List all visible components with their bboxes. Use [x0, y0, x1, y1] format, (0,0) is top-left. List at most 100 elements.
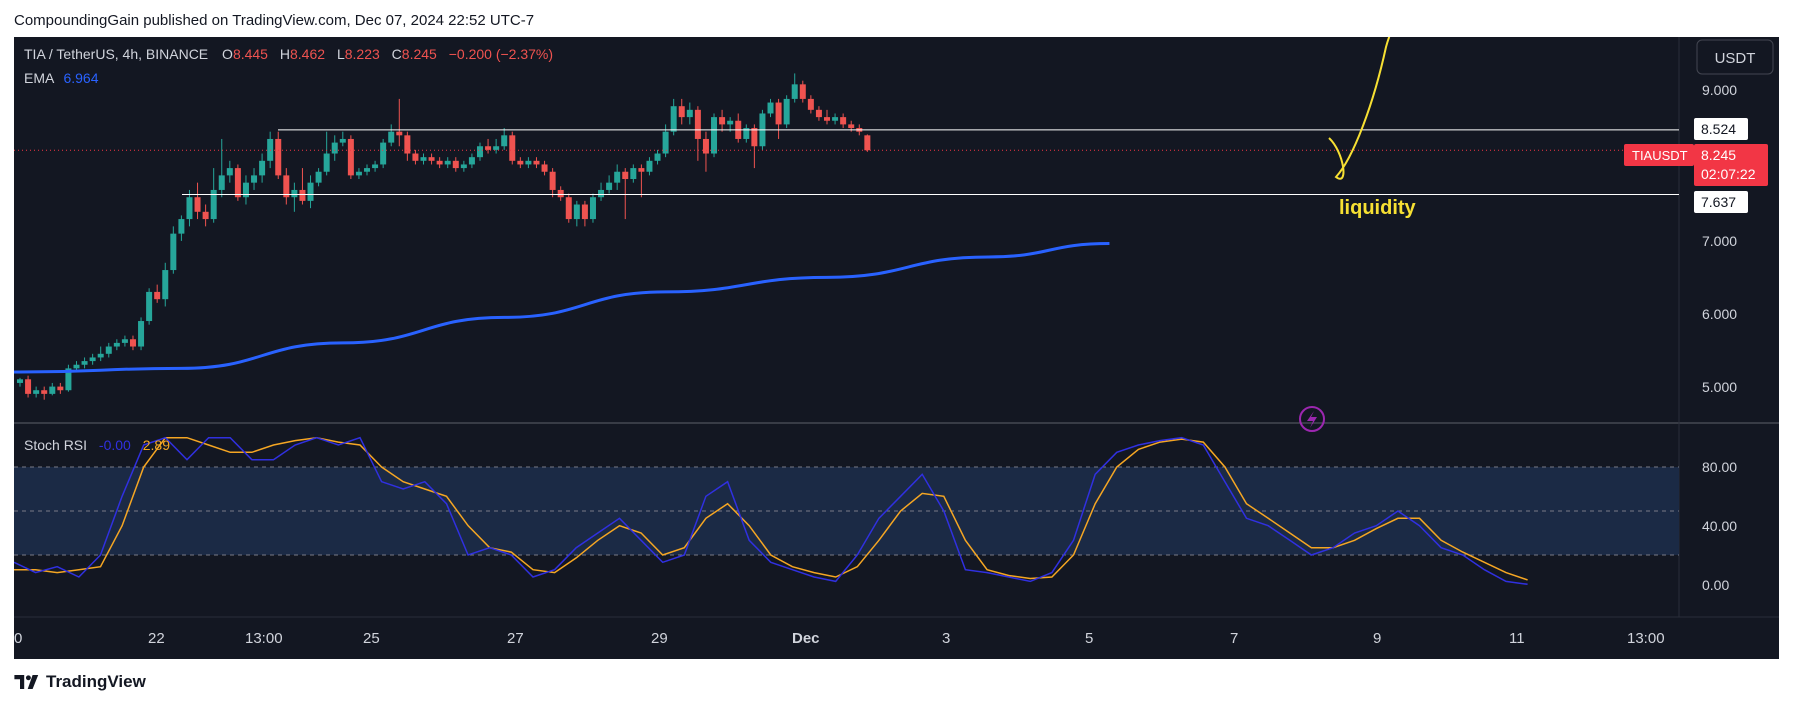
candle-body	[485, 146, 492, 150]
stoch-label: Stoch RSI	[24, 437, 87, 453]
candle-body	[783, 98, 790, 125]
candle-body	[460, 164, 467, 169]
lightning-icon[interactable]	[1299, 406, 1325, 432]
candle-body	[364, 168, 371, 172]
ema-label: EMA	[24, 70, 55, 86]
time-axis[interactable]: 0 22 13:00 25 27 29 Dec 3 5 7 9 11 13:00	[14, 630, 1665, 647]
candle-body	[420, 157, 427, 161]
time-tick-label: 25	[363, 630, 380, 647]
low-label: L	[337, 46, 345, 62]
candle-body	[702, 138, 709, 154]
stoch-axis[interactable]: 80.00 40.00 0.00	[1702, 459, 1737, 593]
candle-body	[113, 342, 120, 347]
candle-body	[315, 171, 322, 183]
candle-body	[501, 135, 508, 147]
candle-body	[347, 138, 354, 176]
candle-body	[186, 197, 193, 220]
ticker-tag	[1624, 144, 1694, 166]
candle-body	[210, 189, 217, 220]
time-tick-label: 7	[1230, 630, 1238, 647]
chart-frame[interactable]: liquidity TIA / TetherUS, 4h, BINANCE O8…	[14, 37, 1779, 659]
candle-body	[49, 386, 56, 394]
svg-text:Stoch RSI -0.00: Stoch RSI -0.00 2.89	[24, 437, 170, 453]
candle-body	[832, 117, 839, 121]
last-price-label: 8.245	[1701, 147, 1736, 163]
last-price-tag	[1694, 144, 1768, 186]
candle-body	[170, 233, 177, 271]
candle-body	[17, 379, 23, 383]
candle-body	[517, 160, 524, 165]
time-tick-label: 5	[1085, 630, 1093, 647]
chart-svg[interactable]: liquidity TIA / TetherUS, 4h, BINANCE O8…	[14, 37, 1779, 659]
stoch-d-line	[14, 436, 1528, 581]
currency-button-label: USDT	[1715, 50, 1756, 67]
candle-body	[476, 146, 483, 158]
close-label: C	[392, 46, 402, 62]
currency-button[interactable]: USDT	[1696, 39, 1774, 75]
time-tick-label: 13:00	[1627, 630, 1665, 647]
candle-body	[339, 138, 346, 143]
candle-body	[711, 117, 718, 154]
level-high-label: 8.524	[1701, 121, 1736, 137]
candle-body	[638, 168, 645, 172]
candle-body	[404, 135, 411, 154]
candle-body	[824, 117, 830, 121]
stoch-k-line	[14, 436, 1528, 586]
candle-body	[259, 160, 266, 176]
candle-body	[509, 135, 516, 161]
candle-body	[525, 160, 532, 165]
candle-body	[307, 182, 314, 201]
candle-body	[493, 146, 500, 150]
candle-body	[121, 339, 128, 343]
candle-body	[775, 102, 782, 125]
candle-body	[251, 175, 258, 183]
svg-text:TIA / TetherUS, 4h, BINANCE: TIA / TetherUS, 4h, BINANCE O8.445 H8.46…	[24, 46, 553, 62]
candle-body	[283, 175, 290, 198]
candle-body	[57, 386, 64, 391]
candle-body	[202, 211, 209, 220]
levels-layer	[14, 129, 1679, 196]
time-tick-label: 0	[14, 630, 22, 647]
candle-body	[670, 106, 677, 132]
candle-body	[218, 175, 225, 190]
stoch-tick-label: 40.00	[1702, 518, 1737, 534]
candle-body	[275, 138, 282, 176]
stoch-tick-label: 80.00	[1702, 459, 1737, 475]
candle-body	[89, 357, 96, 362]
candle-body	[331, 142, 338, 154]
ema-value: 6.964	[63, 70, 98, 86]
candle-body	[557, 189, 564, 198]
candle-body	[807, 98, 814, 110]
candle-body	[73, 364, 80, 369]
price-pane[interactable]	[14, 37, 1779, 423]
countdown-label: 02:07:22	[1701, 166, 1756, 182]
time-tick-label: 27	[507, 630, 524, 647]
candle-body	[372, 164, 379, 169]
time-tick-label: 3	[942, 630, 950, 647]
liquidity-annotation: liquidity	[1339, 197, 1417, 219]
candle-body	[630, 168, 637, 180]
candle-body	[178, 219, 185, 234]
price-axis[interactable]: 9.000 7.000 6.000 5.000 8.524 7.637 TIAU…	[1624, 82, 1768, 395]
candle-body	[598, 189, 605, 198]
candle-body	[646, 160, 653, 172]
open-value: 8.445	[233, 46, 268, 62]
candle-body	[396, 131, 403, 136]
level-high-tag	[1694, 118, 1748, 140]
time-tick-label: 9	[1373, 630, 1381, 647]
footer-brand[interactable]: TradingView	[14, 672, 146, 692]
candle-body	[751, 128, 758, 147]
candle-body	[686, 109, 693, 118]
time-tick-label: 11	[1509, 630, 1525, 647]
candle-body	[154, 291, 161, 300]
symbol-label: TIA / TetherUS, 4h, BINANCE	[24, 46, 208, 62]
ticker-label: TIAUSDT	[1632, 148, 1688, 163]
candle-body	[25, 379, 32, 394]
candle-body	[33, 390, 40, 394]
level-low-tag	[1694, 191, 1748, 213]
candle-body	[573, 204, 580, 220]
candle-body	[606, 182, 613, 190]
candle-body	[468, 157, 475, 165]
candle-body	[541, 164, 548, 172]
candles-layer	[17, 73, 871, 400]
